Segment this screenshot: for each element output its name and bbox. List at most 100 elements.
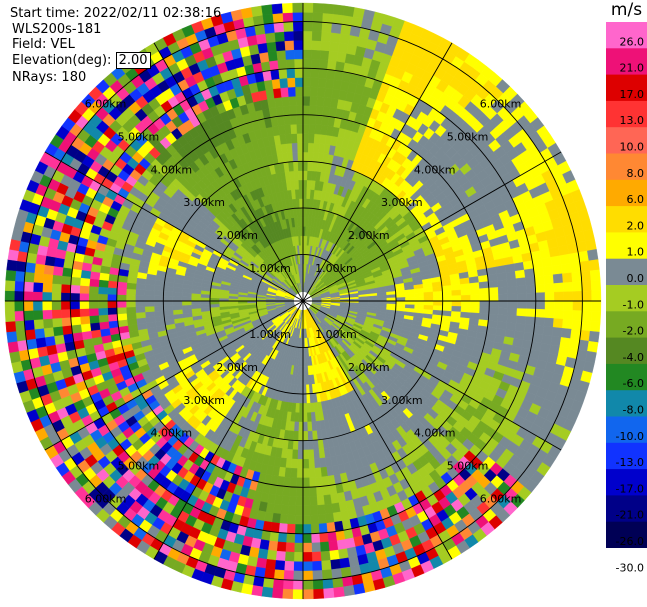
velocity-cell xyxy=(302,393,307,404)
velocity-cell xyxy=(302,142,309,153)
velocity-cell xyxy=(498,293,509,302)
velocity-cell xyxy=(335,530,346,542)
velocity-cell xyxy=(6,259,18,272)
velocity-cell xyxy=(312,579,324,590)
velocity-cell xyxy=(308,467,316,479)
velocity-cell xyxy=(280,504,289,515)
velocity-cell xyxy=(451,305,462,313)
velocity-cell xyxy=(310,68,320,79)
velocity-cell xyxy=(333,520,344,532)
velocity-cell xyxy=(302,189,308,199)
velocity-cell xyxy=(107,307,118,315)
velocity-cell xyxy=(497,314,508,323)
velocity-cell xyxy=(337,42,349,54)
velocity-cell xyxy=(181,300,192,306)
velocity-cell xyxy=(296,477,304,488)
velocity-cell xyxy=(80,269,92,279)
velocity-cell xyxy=(97,307,109,316)
velocity-cell xyxy=(342,585,355,597)
velocity-cell xyxy=(451,295,462,302)
velocity-cell xyxy=(488,287,499,295)
velocity-cell xyxy=(218,303,229,308)
velocity-cell xyxy=(14,280,25,292)
velocity-cell xyxy=(163,295,173,302)
velocity-cell xyxy=(23,290,34,302)
velocity-cell xyxy=(562,272,573,284)
velocity-cell xyxy=(330,568,343,580)
velocity-cell xyxy=(116,306,127,315)
velocity-cell xyxy=(302,123,310,134)
velocity-cell xyxy=(135,306,146,313)
velocity-cell xyxy=(450,278,461,286)
velocity-cell xyxy=(433,295,443,302)
velocity-cell xyxy=(35,253,47,265)
velocity-cell xyxy=(287,505,297,516)
velocity-cell xyxy=(544,300,555,311)
velocity-cell xyxy=(90,329,102,339)
velocity-cell xyxy=(307,161,313,172)
velocity-cell xyxy=(329,549,340,561)
velocity-cell xyxy=(309,505,319,516)
velocity-cell xyxy=(293,561,304,572)
velocity-cell xyxy=(308,477,317,488)
velocity-cell xyxy=(515,277,527,287)
velocity-cell xyxy=(581,300,592,312)
velocity-cell xyxy=(320,31,332,42)
velocity-cell xyxy=(302,77,312,88)
velocity-cell xyxy=(477,274,489,283)
velocity-cell xyxy=(562,318,573,330)
velocity-cell xyxy=(32,300,43,311)
velocity-cell xyxy=(552,273,564,284)
velocity-cell xyxy=(590,279,602,292)
velocity-cell xyxy=(312,12,324,23)
velocity-cell xyxy=(292,579,304,590)
velocity-cell xyxy=(309,86,319,97)
velocity-cell xyxy=(135,300,146,308)
velocity-cell xyxy=(302,105,311,116)
velocity-cell xyxy=(172,296,183,302)
velocity-cell xyxy=(522,260,534,271)
velocity-cell xyxy=(267,540,278,552)
velocity-cell xyxy=(14,290,25,302)
velocity-cell xyxy=(533,325,545,335)
velocity-cell xyxy=(479,306,490,315)
velocity-cell xyxy=(116,294,127,302)
velocity-cell xyxy=(302,496,311,507)
velocity-cell xyxy=(318,523,328,534)
velocity-cell xyxy=(135,294,146,302)
velocity-cell xyxy=(108,320,119,329)
velocity-cell xyxy=(209,303,220,308)
velocity-cell xyxy=(469,288,481,296)
velocity-cell xyxy=(313,448,320,460)
velocity-cell xyxy=(262,577,275,589)
velocity-cell xyxy=(404,292,415,298)
velocity-cell xyxy=(51,274,63,285)
velocity-cell xyxy=(288,495,297,507)
velocity-cell xyxy=(405,296,416,302)
velocity-cell xyxy=(318,448,326,459)
velocity-cell xyxy=(255,557,267,569)
velocity-cell xyxy=(320,560,332,571)
velocity-cell xyxy=(302,589,314,600)
velocity-cell xyxy=(581,290,592,302)
velocity-cell xyxy=(541,257,553,268)
velocity-cell xyxy=(377,294,388,299)
velocity-cell xyxy=(307,142,315,153)
velocity-cell xyxy=(191,296,201,302)
velocity-cell xyxy=(88,293,99,302)
velocity-cell xyxy=(70,308,81,318)
velocity-cell xyxy=(342,5,355,17)
velocity-cell xyxy=(14,320,26,332)
velocity-cell xyxy=(319,49,330,61)
velocity-cell xyxy=(320,466,328,478)
velocity-cell xyxy=(321,569,333,580)
velocity-cell xyxy=(496,272,508,281)
velocity-cell xyxy=(332,4,345,16)
velocity-cell xyxy=(572,310,583,321)
velocity-cell xyxy=(71,324,82,334)
velocity-cell xyxy=(414,296,425,302)
velocity-cell xyxy=(414,292,425,298)
velocity-cell xyxy=(308,458,315,469)
velocity-cell xyxy=(386,297,397,302)
velocity-cell xyxy=(42,282,53,293)
